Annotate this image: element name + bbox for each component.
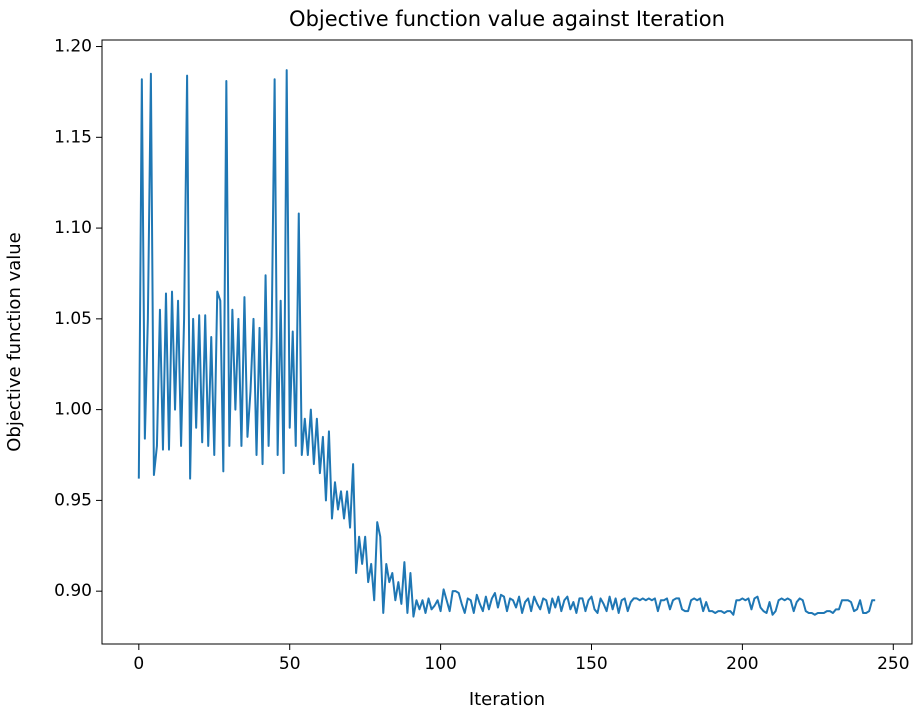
y-tick-label: 0.95 — [54, 490, 92, 510]
x-tick-label: 100 — [424, 654, 456, 674]
chart-title: Objective function value against Iterati… — [289, 7, 725, 31]
x-tick-label: 250 — [877, 654, 909, 674]
y-tick-label: 1.05 — [54, 309, 92, 329]
x-tick-label: 0 — [133, 654, 144, 674]
x-tick-label: 50 — [279, 654, 301, 674]
y-tick-label: 1.00 — [54, 400, 92, 420]
x-tick-label: 150 — [575, 654, 607, 674]
y-tick-label: 1.15 — [54, 127, 92, 147]
y-tick-label: 0.90 — [54, 581, 92, 601]
plot-frame — [101, 39, 913, 645]
data-line — [137, 69, 876, 618]
y-axis-label: Objective function value — [4, 232, 25, 452]
x-axis-label: Iteration — [469, 689, 545, 710]
y-tick-label: 1.20 — [54, 37, 92, 57]
y-tick-label: 1.10 — [54, 218, 92, 238]
x-tick-label: 200 — [726, 654, 758, 674]
